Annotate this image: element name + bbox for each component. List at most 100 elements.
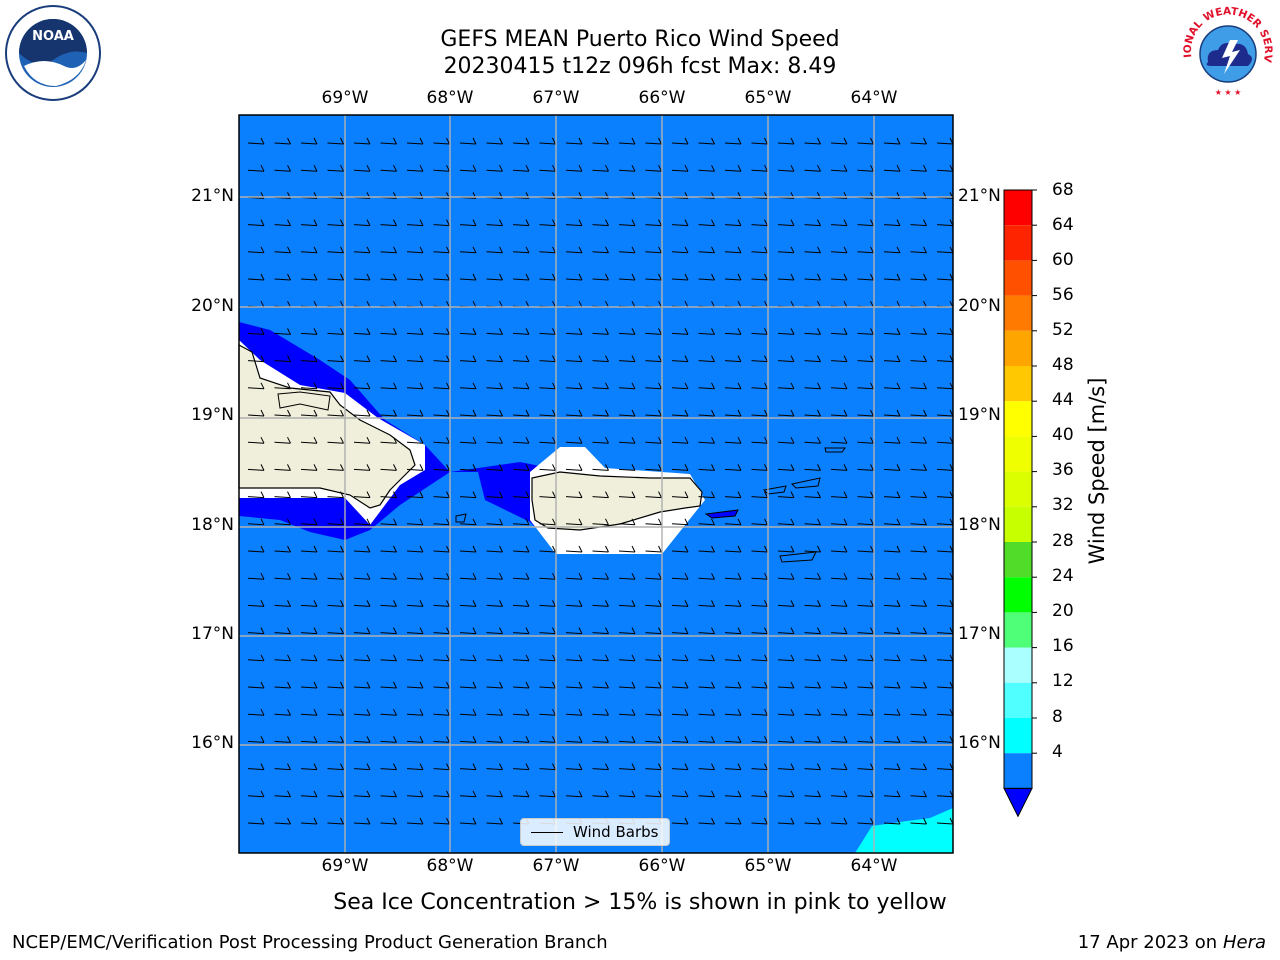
wind-barb bbox=[459, 545, 477, 553]
wind-barb bbox=[486, 436, 503, 444]
wind-barb bbox=[486, 572, 503, 580]
wind-barb bbox=[486, 736, 503, 743]
wind-barb bbox=[459, 654, 477, 662]
colorbar-segment bbox=[1004, 577, 1032, 613]
wind-barb bbox=[247, 164, 265, 172]
wind-barb bbox=[459, 817, 477, 825]
wind-barb bbox=[671, 736, 689, 743]
wind-barb bbox=[406, 328, 424, 335]
wind-barb bbox=[274, 545, 291, 553]
wind-barb bbox=[539, 219, 556, 227]
colorbar-tick: 16 bbox=[1052, 636, 1074, 656]
wind-barb bbox=[380, 790, 397, 798]
colorbar-tick: 24 bbox=[1052, 566, 1074, 586]
wind-barb bbox=[247, 600, 265, 607]
wind-barb bbox=[353, 436, 371, 444]
wind-barb bbox=[274, 137, 291, 145]
lon-tick-top-65w: 65°W bbox=[744, 88, 792, 108]
wind-barb bbox=[698, 600, 715, 607]
wind-barb bbox=[724, 164, 742, 172]
wind-barb bbox=[857, 164, 874, 172]
colorbar-tick: 12 bbox=[1052, 671, 1074, 691]
wind-barb bbox=[883, 137, 901, 145]
wind-barb bbox=[671, 246, 689, 254]
wind-barb bbox=[327, 627, 344, 635]
wind-barb bbox=[247, 409, 265, 417]
wind-barb bbox=[698, 219, 715, 227]
wind-barb bbox=[857, 572, 874, 580]
wind-barb bbox=[777, 763, 795, 771]
wind-barb bbox=[857, 681, 874, 689]
wind-barb bbox=[592, 708, 609, 716]
wind-barb bbox=[406, 246, 424, 254]
wind-barb bbox=[565, 600, 583, 607]
wind-barb bbox=[247, 654, 265, 662]
noaa-logo-text: NOAA bbox=[32, 29, 74, 44]
lat-tick-right-16n: 16°N bbox=[958, 733, 1001, 753]
wind-barb bbox=[883, 328, 901, 335]
wind-barb bbox=[857, 464, 874, 471]
wind-barb bbox=[300, 382, 318, 390]
wind-barb bbox=[910, 572, 927, 580]
wind-barb bbox=[751, 708, 768, 716]
wind-barb bbox=[777, 817, 795, 825]
wind-barb bbox=[300, 817, 318, 825]
wind-barb bbox=[327, 790, 344, 798]
wind-barb bbox=[433, 137, 450, 145]
wind-barb bbox=[804, 219, 821, 227]
wind-barb bbox=[539, 654, 556, 662]
wind-barb bbox=[645, 491, 662, 499]
wind-barb bbox=[486, 464, 503, 471]
wind-barb bbox=[645, 273, 662, 281]
wind-barb bbox=[910, 164, 927, 172]
wind-barb bbox=[459, 681, 477, 689]
wind-barb bbox=[698, 137, 715, 145]
wind-barb bbox=[539, 137, 556, 145]
colorbar-tick: 48 bbox=[1052, 355, 1074, 375]
wind-barb bbox=[724, 681, 742, 689]
wind-barb bbox=[539, 491, 556, 499]
wind-barb bbox=[353, 464, 371, 471]
lat-tick-right-18n: 18°N bbox=[958, 515, 1001, 535]
wind-barb bbox=[459, 708, 477, 716]
wind-barb bbox=[380, 219, 397, 227]
lon-tick-bottom-64w: 64°W bbox=[850, 856, 898, 876]
wind-barb bbox=[380, 409, 397, 417]
wind-barb bbox=[406, 273, 424, 281]
wind-barb bbox=[671, 545, 689, 553]
wind-barb bbox=[353, 328, 371, 335]
lon-tick-bottom-66w: 66°W bbox=[638, 856, 686, 876]
wind-barb bbox=[777, 409, 795, 417]
map-frame bbox=[238, 114, 954, 854]
wind-barb bbox=[274, 464, 291, 471]
wind-barb bbox=[406, 355, 424, 363]
wind-barb bbox=[406, 708, 424, 716]
wind-barb bbox=[910, 817, 927, 825]
lon-tick-top-69w: 69°W bbox=[321, 88, 369, 108]
wind-barb bbox=[645, 708, 662, 716]
colorbar-tick: 56 bbox=[1052, 285, 1074, 305]
wind-barb bbox=[804, 355, 821, 363]
wind-barb bbox=[327, 545, 344, 553]
wind-barb bbox=[592, 137, 609, 145]
wind-barb bbox=[565, 708, 583, 716]
wind-barb bbox=[300, 409, 318, 417]
wind-barb bbox=[751, 627, 768, 635]
wind-barb bbox=[645, 545, 662, 553]
wind-barb bbox=[486, 817, 503, 825]
wind-barb bbox=[247, 545, 265, 553]
wind-barb bbox=[433, 246, 450, 254]
wind-barb bbox=[247, 518, 265, 526]
wind-barb bbox=[380, 382, 397, 390]
wind-barb bbox=[247, 790, 265, 798]
wind-barb bbox=[645, 436, 662, 444]
wind-barb bbox=[300, 518, 318, 526]
wind-barb bbox=[592, 681, 609, 689]
colorbar-tick: 36 bbox=[1052, 460, 1074, 480]
wind-barb bbox=[327, 518, 344, 526]
wind-barb bbox=[565, 545, 583, 553]
wind-barb bbox=[671, 219, 689, 227]
wind-barb bbox=[883, 572, 901, 580]
wind-barb bbox=[751, 491, 768, 499]
wind-barb bbox=[618, 382, 636, 390]
